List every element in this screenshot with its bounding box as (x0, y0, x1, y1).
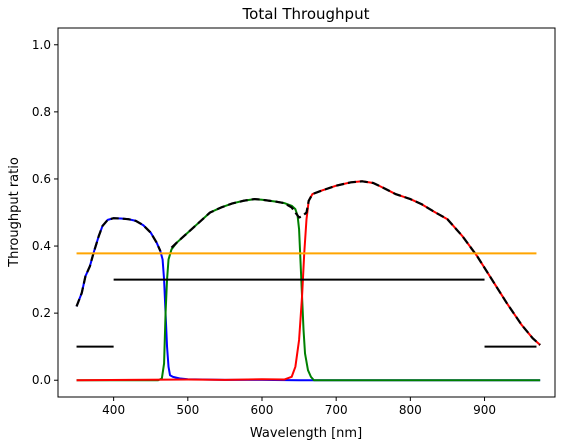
y-axis-label: Throughput ratio (7, 157, 22, 268)
x-tick-label-900: 900 (473, 403, 496, 417)
x-tick-label-700: 700 (325, 403, 348, 417)
y-tick-label-0: 0.0 (32, 373, 51, 387)
axes-layer: 400 500 600 700 800 900 0.0 0.2 0.4 0.6 0.8 1.0 (32, 27, 556, 417)
y-tick-label-5: 1.0 (32, 38, 51, 52)
y-tick-label-2: 0.4 (32, 239, 51, 253)
series-line-2 (76, 198, 541, 382)
series-line-1 (75, 217, 541, 382)
chart-title: Total Throughput (242, 5, 370, 23)
series-line-4 (75, 217, 162, 307)
y-tick-label-3: 0.6 (32, 172, 51, 186)
y-tick-label-4: 0.8 (32, 105, 51, 119)
axes-frame (57, 27, 556, 398)
x-tick-label-800: 800 (399, 403, 422, 417)
x-tick-label-600: 600 (251, 403, 274, 417)
series-line-5 (170, 180, 541, 346)
series-layer (75, 180, 541, 382)
series-line-3 (76, 180, 541, 382)
y-tick-label-1: 0.2 (32, 306, 51, 320)
x-tick-label-400: 400 (102, 403, 125, 417)
x-axis-label: Wavelength [nm] (250, 426, 362, 441)
x-tick-label-500: 500 (176, 403, 199, 417)
